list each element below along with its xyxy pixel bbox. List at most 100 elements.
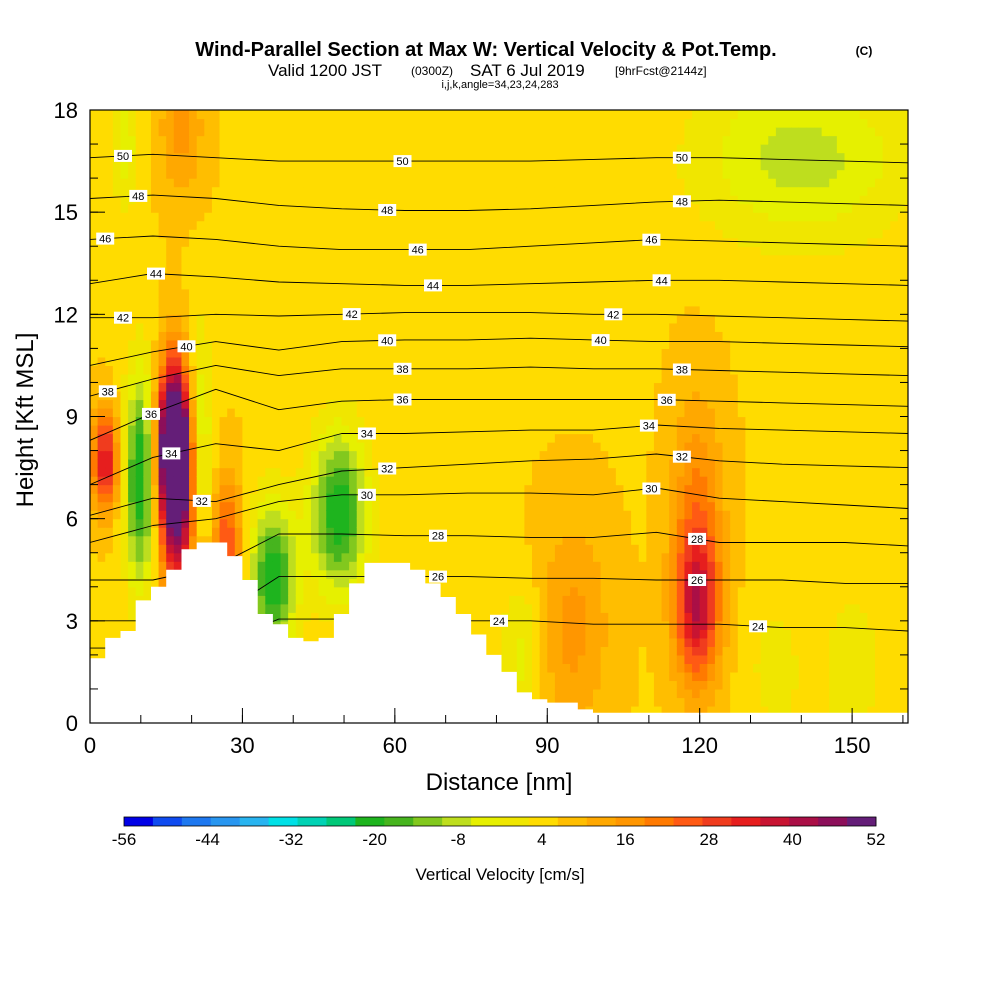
w-cell [524,127,533,137]
w-cell [570,663,579,673]
w-cell [455,450,465,460]
w-cell [303,161,312,171]
w-cell [532,544,541,554]
w-cell [455,169,465,179]
w-cell [585,314,594,324]
w-cell [227,161,236,171]
w-cell [211,331,221,341]
w-cell [341,382,350,392]
w-cell [440,552,449,562]
w-cell [318,476,327,486]
w-cell [303,195,312,205]
w-cell [265,127,274,137]
w-cell [562,544,571,554]
w-cell [158,493,167,503]
w-cell [570,110,579,120]
w-cell [250,161,259,171]
w-cell [509,484,518,494]
w-cell [349,518,358,528]
w-cell [318,135,327,145]
w-cell [143,518,152,528]
w-cell [463,501,472,511]
w-cell [295,561,304,571]
w-cell [196,297,205,307]
w-cell [425,314,434,324]
w-cell [311,263,320,273]
w-cell [432,246,442,256]
w-cell [272,220,282,230]
w-cell [516,552,525,562]
w-cell [349,433,358,443]
w-cell [478,178,487,188]
w-cell [387,152,396,162]
w-cell [432,220,442,230]
w-cell [509,459,518,469]
w-cell [486,297,495,307]
w-cell [600,433,609,443]
w-cell [341,390,350,401]
w-cell [455,544,465,554]
w-cell [455,569,465,579]
w-cell [181,118,190,128]
w-cell [379,399,388,409]
w-cell [97,459,106,469]
w-cell [189,297,198,307]
w-cell [547,212,556,222]
w-cell [234,527,244,537]
w-cell [196,220,205,230]
w-cell [570,144,579,154]
w-cell [486,127,495,137]
w-cell [128,467,137,477]
w-cell [303,425,312,435]
w-cell [341,118,350,128]
w-cell [440,459,449,469]
w-cell [150,365,160,375]
w-cell [600,212,609,222]
w-cell [410,118,419,128]
w-cell [493,135,503,145]
w-cell [272,195,282,205]
w-cell [608,646,617,656]
w-cell [303,331,312,341]
w-cell [128,271,137,281]
w-cell [577,501,586,511]
w-cell [311,552,320,562]
w-cell [143,510,152,520]
w-cell [257,186,266,196]
w-cell [432,348,442,358]
w-cell [318,416,327,426]
w-cell [455,186,465,196]
w-cell [493,356,503,367]
w-cell [410,322,419,332]
w-cell [250,493,259,503]
w-cell [242,169,251,179]
w-cell [219,433,228,443]
w-cell [90,467,99,477]
w-cell [143,220,152,230]
w-cell [516,637,525,647]
w-cell [402,195,411,205]
w-cell [570,288,579,298]
w-cell [371,373,381,384]
w-cell [448,569,457,579]
w-cell [326,569,335,579]
w-cell [135,373,144,384]
w-cell [341,501,350,511]
w-cell [463,416,472,426]
w-cell [280,331,289,341]
w-cell [97,373,106,384]
w-cell [440,161,449,171]
w-cell [394,135,404,145]
w-cell [410,220,419,230]
w-cell [349,254,358,264]
w-cell [288,237,297,247]
w-cell [150,178,160,188]
w-cell [97,569,106,579]
w-cell [211,118,221,128]
w-cell [234,135,244,145]
w-cell [402,118,411,128]
w-cell [554,365,564,375]
w-cell [242,186,251,196]
w-cell [303,212,312,222]
w-cell [120,254,129,264]
